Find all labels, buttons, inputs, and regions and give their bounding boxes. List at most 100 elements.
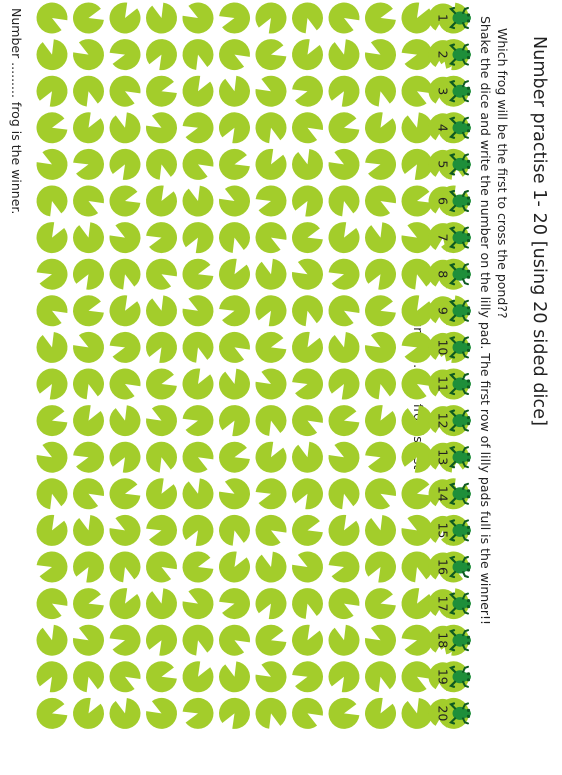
lily-pad-icon[interactable]	[218, 624, 250, 656]
lily-pad-icon[interactable]	[109, 331, 141, 363]
lily-pad-icon[interactable]	[36, 661, 68, 693]
lily-pad-icon[interactable]	[109, 441, 141, 473]
lily-pad-icon[interactable]	[255, 258, 287, 290]
lily-pad-icon[interactable]	[73, 75, 105, 107]
lily-pad-icon[interactable]	[146, 148, 178, 180]
lily-pad-icon[interactable]	[292, 661, 324, 693]
lily-pad-icon[interactable]	[182, 2, 214, 34]
lily-pad-icon[interactable]	[365, 405, 397, 437]
lily-pad-icon[interactable]	[109, 39, 141, 71]
lily-pad-icon[interactable]	[182, 588, 214, 620]
lily-pad-icon[interactable]	[182, 697, 214, 729]
lily-pad-icon[interactable]	[292, 2, 324, 34]
lily-pad-icon[interactable]	[146, 478, 178, 510]
lily-pad-icon[interactable]	[182, 405, 214, 437]
lily-pad-icon[interactable]	[182, 478, 214, 510]
lily-pad-icon[interactable]	[109, 75, 141, 107]
lily-pad-icon[interactable]	[291, 478, 323, 510]
lily-pad-icon[interactable]	[255, 368, 287, 400]
lily-pad-icon[interactable]	[401, 624, 433, 656]
lily-pad-icon[interactable]	[219, 258, 251, 290]
lily-pad-icon[interactable]	[328, 75, 360, 107]
lily-pad-icon[interactable]	[73, 661, 105, 693]
lily-pad-icon[interactable]	[328, 514, 360, 546]
lily-pad-icon[interactable]	[401, 258, 433, 290]
lily-pad-icon[interactable]	[182, 661, 214, 693]
lily-pad-icon[interactable]	[182, 551, 214, 583]
lily-pad-icon[interactable]	[73, 331, 105, 363]
lily-pad-icon[interactable]	[182, 368, 214, 400]
lily-pad-icon[interactable]	[401, 185, 433, 217]
lily-pad-icon[interactable]	[365, 39, 397, 71]
lily-pad-icon[interactable]	[218, 405, 250, 437]
lily-pad-icon[interactable]	[218, 148, 250, 180]
lily-pad-icon[interactable]	[218, 112, 250, 144]
lily-pad-icon[interactable]	[292, 295, 324, 327]
lily-pad-icon[interactable]	[328, 2, 360, 34]
lily-pad-icon[interactable]	[109, 112, 141, 144]
lily-pad-icon[interactable]	[364, 222, 396, 254]
lily-pad-icon[interactable]	[73, 441, 105, 473]
lily-pad-icon[interactable]	[73, 148, 105, 180]
lily-pad-icon[interactable]	[73, 368, 105, 400]
lily-pad-icon[interactable]	[365, 368, 397, 400]
lily-pad-icon[interactable]	[109, 551, 141, 583]
lily-pad-icon[interactable]	[219, 514, 251, 546]
lily-pad-icon[interactable]	[36, 514, 68, 546]
lily-pad-icon[interactable]	[146, 185, 178, 217]
lily-pad-icon[interactable]	[182, 624, 214, 656]
lily-pad-icon[interactable]	[109, 588, 141, 620]
lily-pad-icon[interactable]	[109, 185, 141, 217]
lily-pad-icon[interactable]	[145, 551, 177, 583]
lily-pad-icon[interactable]	[36, 258, 68, 290]
lily-pad-icon[interactable]	[365, 148, 397, 180]
lily-pad-icon[interactable]	[255, 405, 287, 436]
lily-pad-icon[interactable]	[328, 148, 360, 180]
lily-pad-icon[interactable]	[364, 515, 396, 546]
lily-pad-icon[interactable]	[255, 39, 287, 71]
lily-pad-icon[interactable]	[328, 185, 360, 217]
lily-pad-icon[interactable]	[292, 39, 324, 71]
lily-pad-icon[interactable]	[36, 112, 68, 144]
lily-pad-icon[interactable]	[365, 661, 397, 693]
lily-pad-icon[interactable]	[182, 258, 214, 290]
lily-pad-icon[interactable]	[73, 697, 105, 729]
lily-pad-icon[interactable]	[255, 441, 287, 473]
lily-pad-icon[interactable]	[291, 441, 323, 473]
lily-pad-icon[interactable]	[218, 39, 250, 71]
lily-pad-icon[interactable]	[218, 331, 250, 363]
lily-pad-icon[interactable]	[146, 222, 178, 254]
lily-pad-icon[interactable]	[291, 149, 323, 180]
lily-pad-icon[interactable]	[36, 185, 68, 217]
lily-pad-icon[interactable]	[146, 405, 178, 437]
lily-pad-icon[interactable]	[401, 222, 433, 254]
lily-pad-icon[interactable]	[365, 331, 397, 363]
lily-pad-icon[interactable]	[72, 2, 104, 34]
lily-pad-icon[interactable]	[36, 405, 68, 437]
lily-pad-icon[interactable]	[145, 331, 177, 363]
lily-pad-icon[interactable]	[292, 75, 324, 107]
lily-pad-icon[interactable]	[145, 588, 177, 620]
lily-pad-icon[interactable]	[219, 478, 251, 510]
lily-pad-icon[interactable]	[182, 148, 214, 180]
lily-pad-icon[interactable]	[36, 2, 68, 34]
lily-pad-icon[interactable]	[145, 368, 177, 400]
lily-pad-icon[interactable]	[219, 185, 251, 217]
lily-pad-icon[interactable]	[109, 405, 141, 437]
lily-pad-icon[interactable]	[146, 441, 178, 473]
lily-pad-icon[interactable]	[145, 75, 177, 107]
lily-pad-icon[interactable]	[365, 112, 397, 144]
lily-pad-icon[interactable]	[182, 185, 214, 217]
lily-pad-icon[interactable]	[328, 258, 360, 290]
lily-pad-icon[interactable]	[182, 39, 214, 70]
lily-pad-icon[interactable]	[364, 258, 396, 290]
lily-pad-icon[interactable]	[109, 295, 141, 327]
lily-pad-icon[interactable]	[109, 148, 141, 180]
lily-pad-icon[interactable]	[401, 514, 433, 546]
lily-pad-icon[interactable]	[401, 588, 433, 620]
lily-pad-icon[interactable]	[36, 441, 68, 473]
lily-pad-icon[interactable]	[328, 405, 360, 437]
lily-pad-icon[interactable]	[328, 661, 360, 693]
lily-pad-icon[interactable]	[146, 514, 178, 546]
lily-pad-icon[interactable]	[36, 39, 68, 71]
